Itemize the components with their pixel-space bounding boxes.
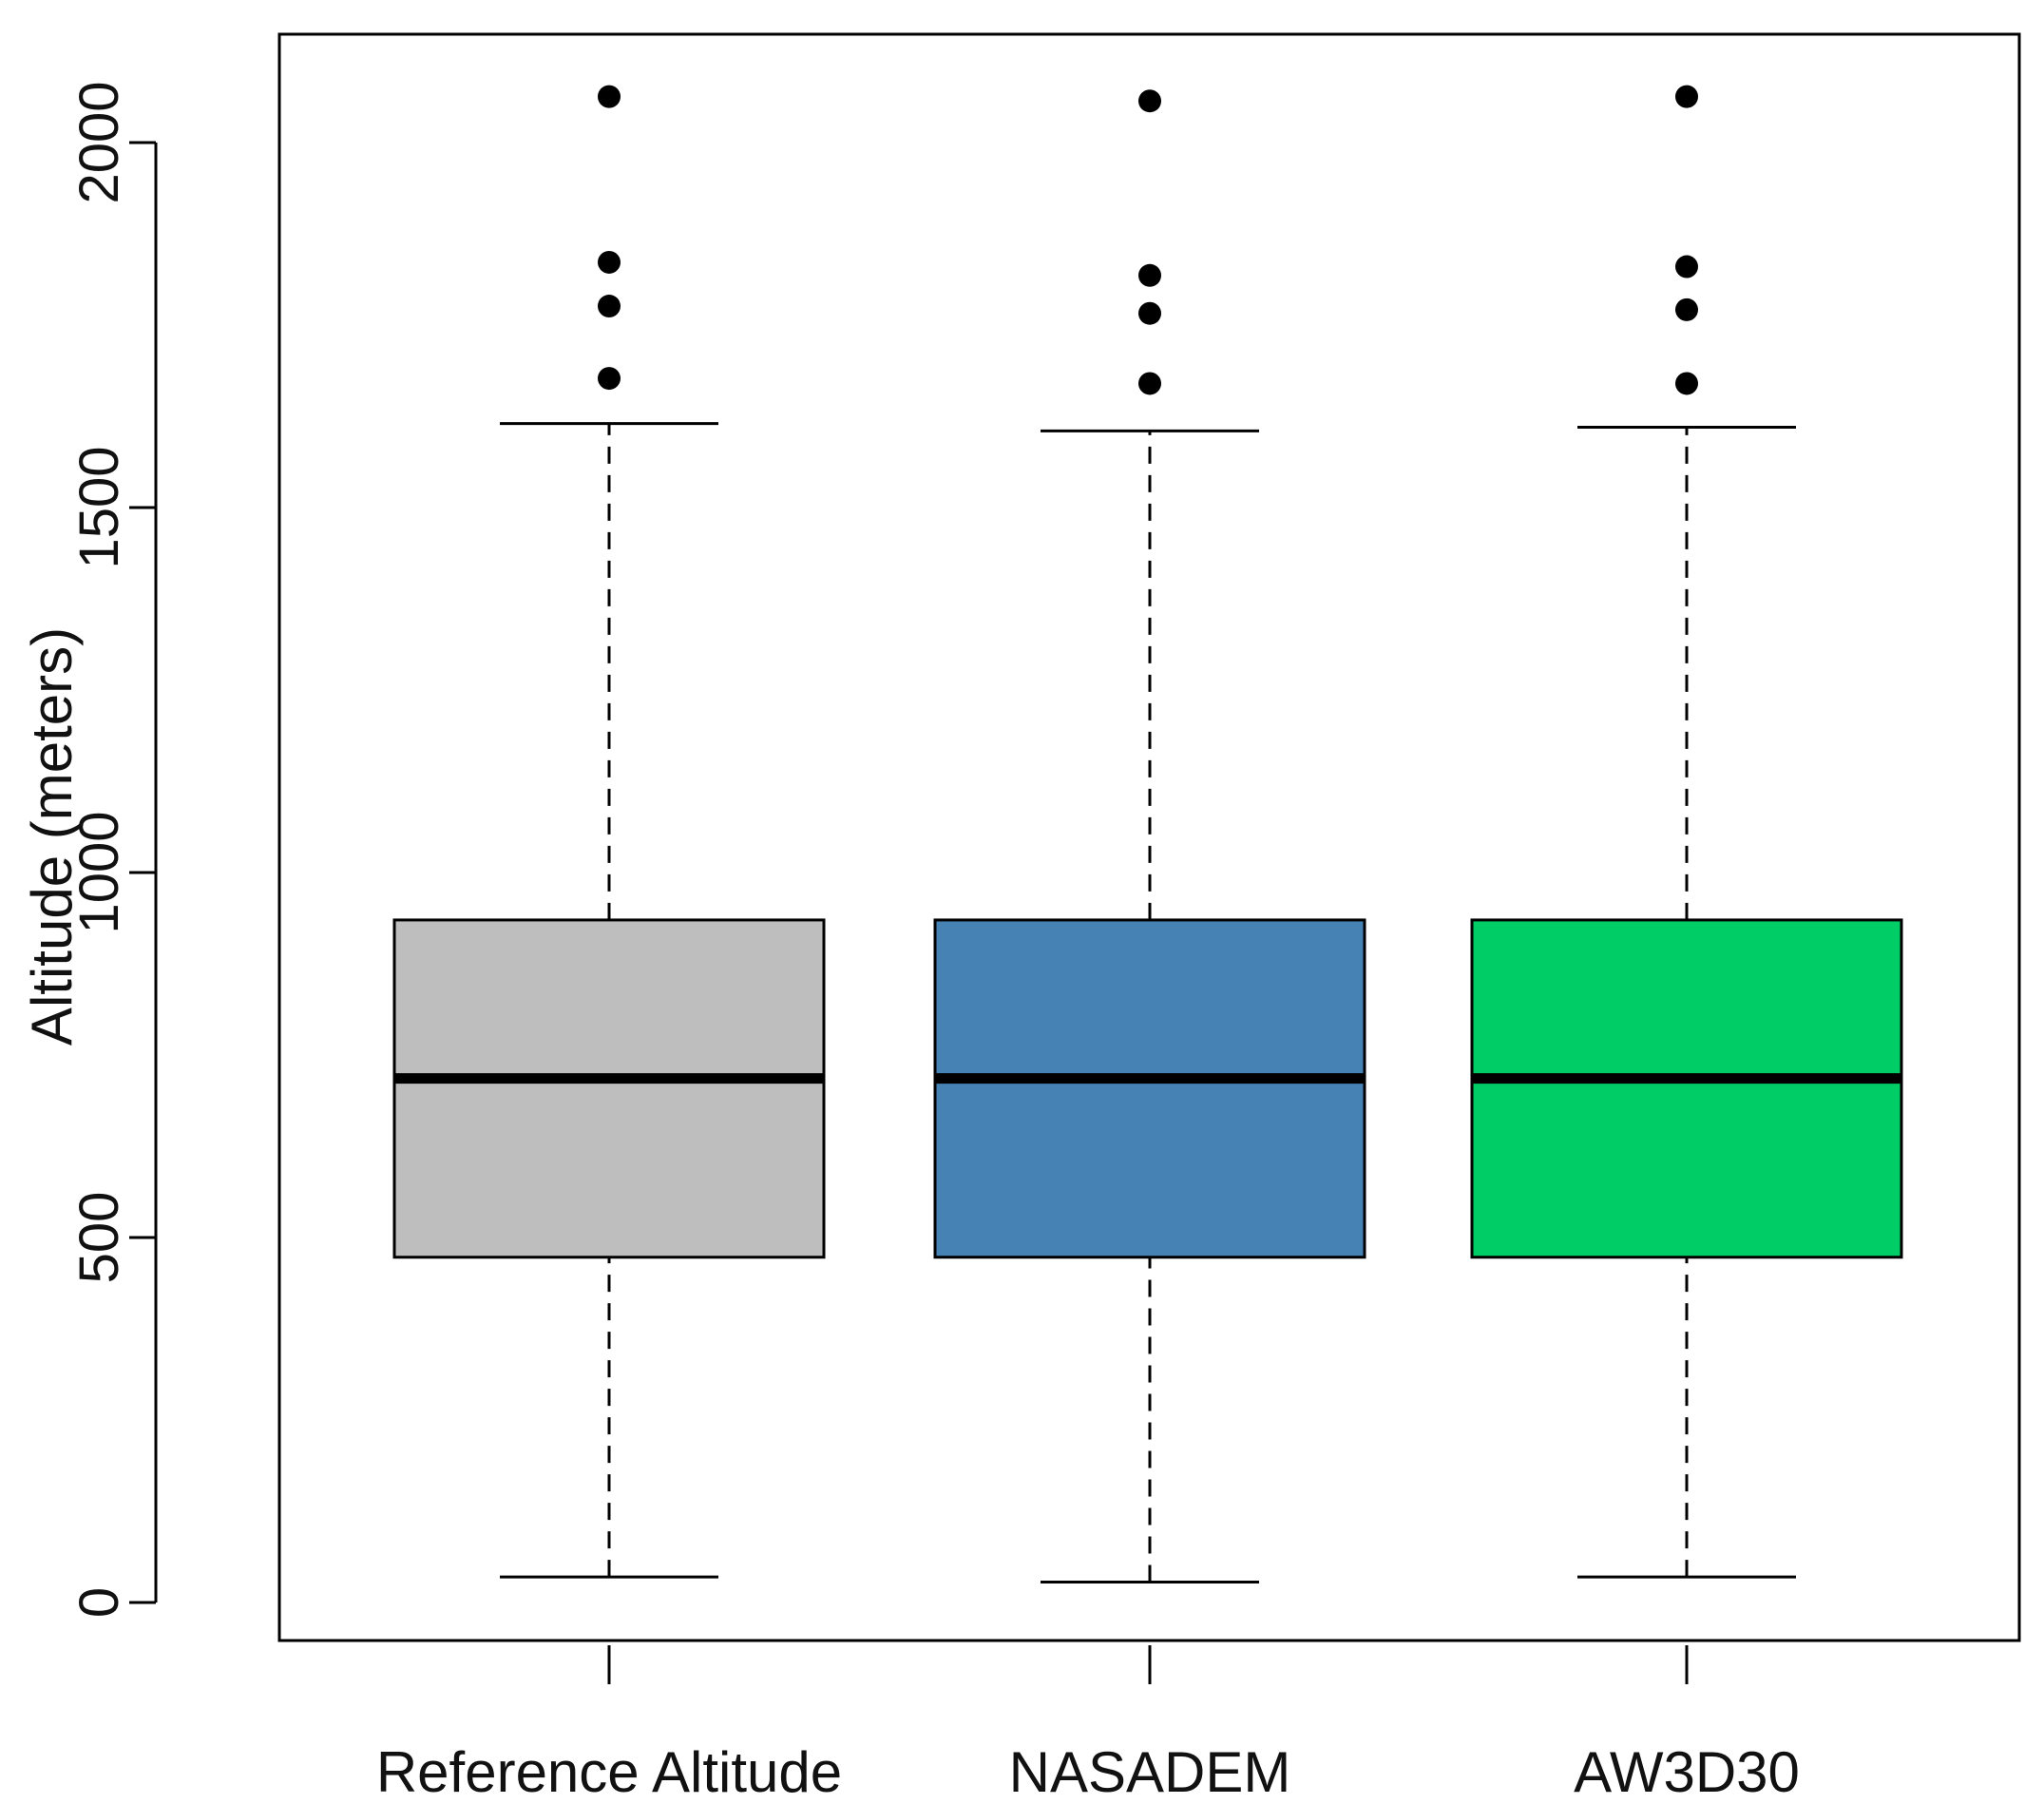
outlier-point: [598, 250, 621, 274]
y-tick-label: 1000: [68, 811, 130, 933]
box-group: [1470, 85, 1903, 1579]
y-tick-label: 500: [68, 1192, 130, 1284]
plot-frame: [277, 32, 2021, 1642]
x-axis: Reference Altitude NASADEM AW3D30: [376, 1645, 1800, 1804]
x-category-label: NASADEM: [1009, 1740, 1291, 1804]
y-axis-title: Altitude (meters): [20, 627, 84, 1046]
outlier-point: [1138, 89, 1161, 113]
outlier-point: [598, 295, 621, 318]
y-tick-label: 2000: [68, 81, 130, 203]
y-axis: 0 500 1000 1500 2000: [68, 81, 158, 1618]
box-group: [933, 89, 1366, 1583]
outlier-point: [598, 85, 621, 108]
y-tick-label: 1500: [68, 446, 130, 568]
outlier-point: [1138, 301, 1161, 325]
x-category-label: Reference Altitude: [376, 1740, 842, 1804]
outlier-point: [598, 367, 621, 391]
box-iqr: [933, 918, 1366, 1259]
outlier-point: [1138, 372, 1161, 395]
box-iqr: [392, 918, 826, 1259]
outlier-point: [1675, 85, 1698, 108]
y-tick-label: 0: [68, 1587, 130, 1618]
box-series: [392, 85, 1903, 1583]
outlier-point: [1675, 255, 1698, 278]
x-category-label: AW3D30: [1574, 1740, 1800, 1804]
outlier-point: [1138, 263, 1161, 287]
outlier-point: [1675, 297, 1698, 321]
box-group: [392, 85, 826, 1579]
outlier-point: [1675, 372, 1698, 395]
box-iqr: [1470, 918, 1903, 1259]
